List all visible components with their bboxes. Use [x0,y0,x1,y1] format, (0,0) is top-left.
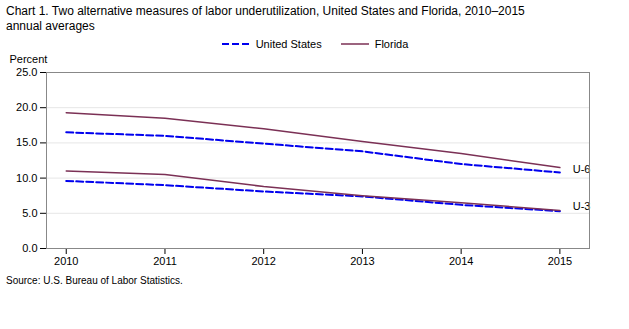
svg-text:25.0: 25.0 [16,66,37,78]
svg-text:2014: 2014 [449,255,473,267]
svg-text:2012: 2012 [251,255,275,267]
html-text:Chart 1. Two alternative measu: Chart 1. Two alternative measures of lab… [6,4,525,18]
svg-text:U-3: U-3 [573,200,591,212]
html-text:United States: United States [255,38,322,50]
svg-text:2015: 2015 [548,255,572,267]
svg-text:2011: 2011 [153,255,177,267]
svg-text:2010: 2010 [54,255,78,267]
svg-text:2013: 2013 [350,255,374,267]
svg-text:5.0: 5.0 [22,207,37,219]
svg-text:0.0: 0.0 [22,242,37,254]
svg-text:10.0: 10.0 [16,172,37,184]
svg-text:15.0: 15.0 [16,136,37,148]
html-text:Florida: Florida [374,38,409,50]
svg-text:20.0: 20.0 [16,101,37,113]
svg-text:Percent: Percent [10,53,48,65]
svg-text:U-6: U-6 [573,163,591,175]
html-text:Source: U.S. Bureau of Labor S: Source: U.S. Bureau of Labor Statistics. [6,275,183,286]
html-text:annual averages: annual averages [6,19,95,33]
